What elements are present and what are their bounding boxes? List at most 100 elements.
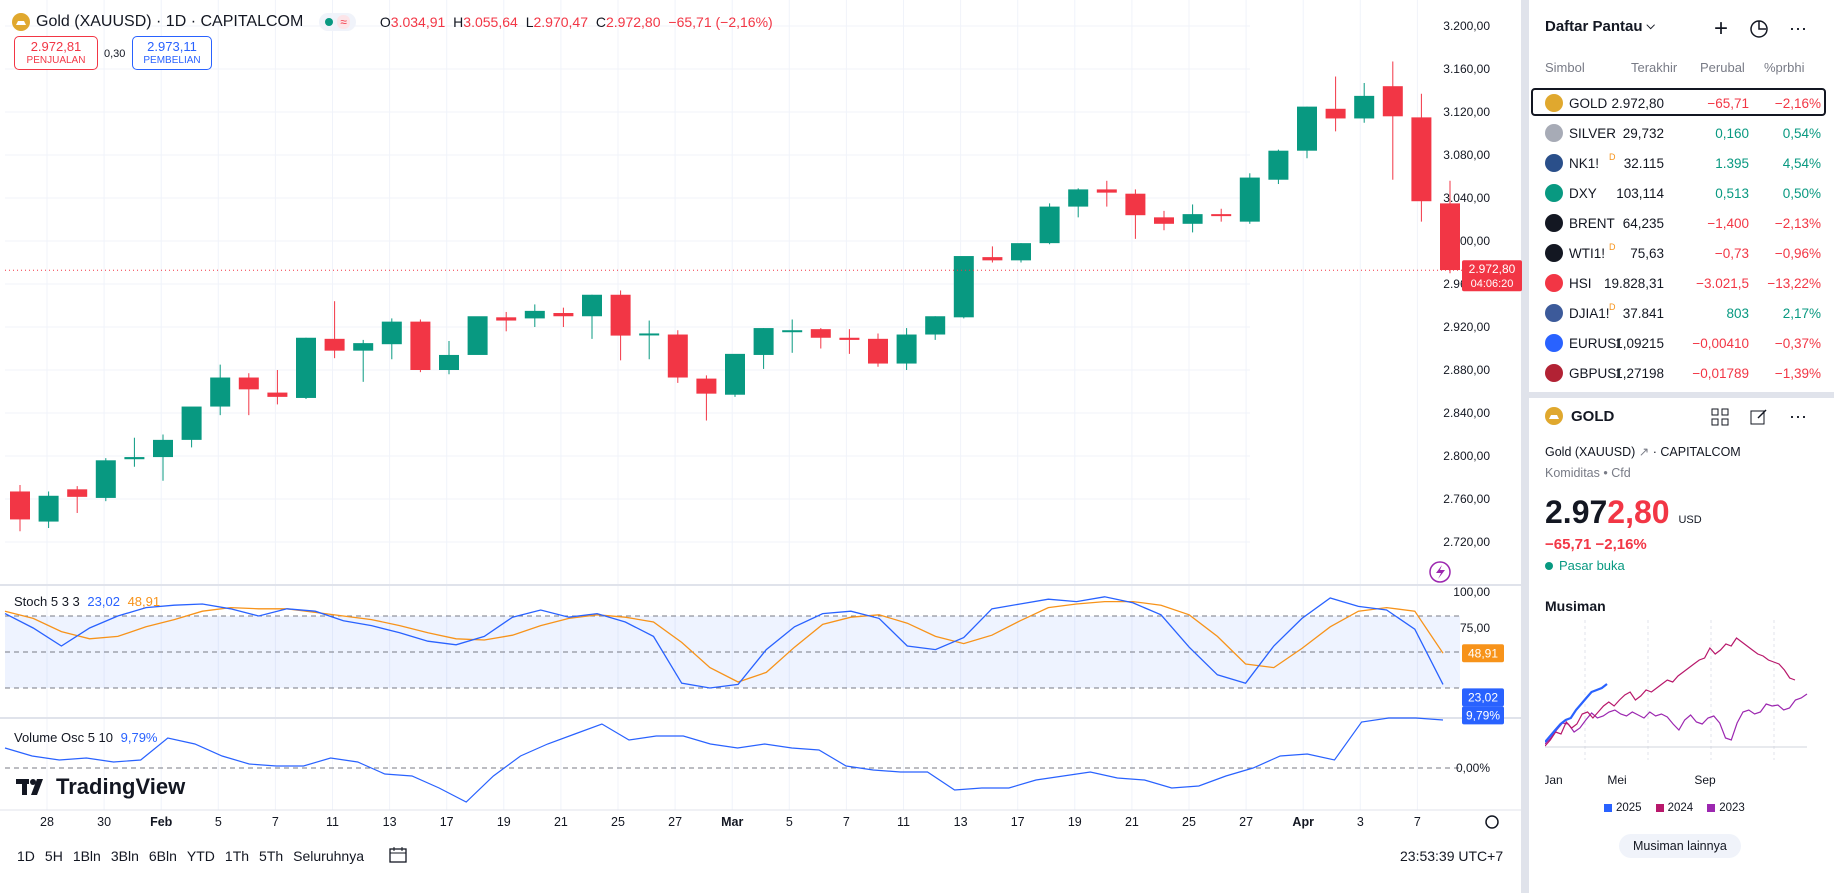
col-percent[interactable]: %prbhi xyxy=(1764,60,1805,75)
details-symbol[interactable]: GOLD xyxy=(1545,407,1614,425)
delayed-flag: D xyxy=(1609,242,1616,252)
timeframe-6bln[interactable]: 6Bln xyxy=(148,848,177,864)
grid-icon[interactable] xyxy=(1708,405,1732,429)
time-tick-label: 5 xyxy=(215,815,222,829)
stoch-d-line xyxy=(4,600,1444,683)
col-last[interactable]: Terakhir xyxy=(1631,60,1678,75)
row-symbol: GOLD xyxy=(1569,95,1608,111)
volume-osc-title: Volume Osc 5 10 xyxy=(14,730,113,745)
col-change[interactable]: Perubal xyxy=(1700,60,1745,75)
seasonal-chart[interactable]: Jan Mei Sep xyxy=(1545,620,1815,790)
row-change: −65,71 xyxy=(1707,95,1749,111)
timeframe-seluruhnya[interactable]: Seluruhnya xyxy=(293,848,364,864)
add-symbol-icon[interactable]: + xyxy=(1713,15,1728,42)
symbol-header[interactable]: Gold (XAUUSD) · 1D · CAPITALCOM ≈ O3.034… xyxy=(12,10,773,34)
gold-coin-icon xyxy=(1545,407,1563,425)
candle-body xyxy=(639,333,660,336)
time-tick-label: 7 xyxy=(1414,815,1421,829)
candle-body xyxy=(610,294,631,336)
volume-osc-legend[interactable]: Volume Osc 5 10 9,79% xyxy=(14,730,158,745)
tradingview-logo[interactable]: TradingView xyxy=(16,774,185,800)
candle-body xyxy=(410,321,431,370)
row-change: −0,01789 xyxy=(1692,365,1749,381)
timeframe-3bln[interactable]: 3Bln xyxy=(110,848,139,864)
watchlist-header[interactable]: Daftar Pantau ⌵ xyxy=(1545,18,1655,35)
price-tick-label: 3.160,00 xyxy=(1443,62,1490,76)
gbpusd-icon xyxy=(1545,364,1563,382)
stoch-tick-label: 100,00 xyxy=(1453,585,1490,599)
details-more-icon[interactable]: ⋯ xyxy=(1789,406,1807,427)
seasonal-2025-line xyxy=(1545,683,1608,743)
candle-body xyxy=(1182,214,1203,224)
price-tick-label: 3.200,00 xyxy=(1443,19,1490,33)
watchlist-row[interactable]: DXY 103,114 0,513 0,50% xyxy=(1529,178,1825,208)
more-options-icon[interactable]: ⋯ xyxy=(1789,18,1807,39)
sell-button[interactable]: 2.972,81 PENJUALAN xyxy=(14,36,98,70)
time-tick-label: 17 xyxy=(1011,815,1025,829)
candle-body xyxy=(667,334,688,378)
stoch-d-tag xyxy=(1462,644,1504,663)
legend-item-2023[interactable]: 2023 xyxy=(1707,802,1745,814)
edit-note-icon[interactable] xyxy=(1747,405,1771,429)
row-symbol: NK1! xyxy=(1569,155,1600,171)
row-symbol: EURUSD xyxy=(1569,335,1621,351)
watchlist-row[interactable]: GOLD 2.972,80 −65,71 −2,16% xyxy=(1529,88,1825,118)
more-seasonals-button[interactable]: Musiman lainnya xyxy=(1619,834,1741,858)
watchlist-row[interactable]: WTI1! D 75,63 −0,73 −0,96% xyxy=(1529,238,1825,268)
row-symbol: DJIA1! xyxy=(1569,305,1610,321)
watchlist-row[interactable]: GBPUSD 1,27198 −0,01789 −1,39% xyxy=(1529,358,1825,388)
timeframe-1bln[interactable]: 1Bln xyxy=(72,848,101,864)
candle-body xyxy=(553,313,574,317)
details-fullname[interactable]: Gold (XAUUSD) ↗ · CAPITALCOM xyxy=(1545,445,1741,459)
chart-canvas[interactable]: 3.200,00 3.160,00 3.120,00 3.080,00 3.040,00… xyxy=(0,0,1525,893)
row-last: 75,63 xyxy=(1630,245,1664,261)
row-percent: −0,96% xyxy=(1774,245,1821,261)
watchlist-row[interactable]: HSI 19.828,31 −3.021,5 −13,22% xyxy=(1529,268,1825,298)
details-change: −65,71 −2,16% xyxy=(1545,536,1647,553)
time-tick-label: Mar xyxy=(721,815,743,829)
seasonal-axis-label: Sep xyxy=(1694,773,1716,787)
panel-divider[interactable] xyxy=(1529,392,1834,398)
time-tick-label: 13 xyxy=(383,815,397,829)
external-link-icon[interactable]: ↗ xyxy=(1638,445,1650,459)
timeframe-5h[interactable]: 5H xyxy=(44,848,63,864)
utc-clock[interactable]: 23:53:39 UTC+7 xyxy=(1400,848,1504,864)
col-symbol[interactable]: Simbol xyxy=(1545,60,1585,75)
candle-body xyxy=(95,460,116,498)
ohlc-values: O3.034,91 H3.055,64 L2.970,47 C2.972,80 … xyxy=(379,14,773,30)
row-symbol: WTI1! xyxy=(1569,245,1605,261)
market-status: Pasar buka xyxy=(1545,558,1625,573)
watchlist-row[interactable]: SILVER 29,732 0,160 0,54% xyxy=(1529,118,1825,148)
calendar-range-icon[interactable] xyxy=(383,842,413,871)
market-status-pill[interactable]: ≈ xyxy=(319,13,356,31)
right-panel xyxy=(1529,0,1834,893)
stoch-k-value: 23,02 xyxy=(87,594,120,609)
symbol-title[interactable]: Gold (XAUUSD) · 1D · CAPITALCOM xyxy=(36,13,304,30)
watchlist-row[interactable]: EURUSD 1,09215 −0,00410 −0,37% xyxy=(1529,328,1825,358)
hsi-icon xyxy=(1545,274,1563,292)
stoch-legend[interactable]: Stoch 5 3 3 23,02 48,91 xyxy=(14,594,160,609)
time-tick-label: 7 xyxy=(272,815,279,829)
candle-body xyxy=(1297,106,1317,151)
timeframe-1d[interactable]: 1D xyxy=(17,848,35,864)
advanced-view-icon[interactable] xyxy=(1747,17,1771,41)
watchlist-row[interactable]: DJIA1! D 37.841 803 2,17% xyxy=(1529,298,1825,328)
watchlist-row[interactable]: BRENT 64,235 −1,400 −2,13% xyxy=(1529,208,1825,238)
timeframe-ytd[interactable]: YTD xyxy=(186,848,215,864)
time-tick-label: 11 xyxy=(326,815,339,829)
candle-body xyxy=(124,457,145,460)
timeframe-1th[interactable]: 1Th xyxy=(224,848,250,864)
buy-button[interactable]: 2.973,11 PEMBELIAN xyxy=(132,36,212,70)
watchlist-row[interactable]: NK1! D 32.115 1.395 4,54% xyxy=(1529,148,1825,178)
watchlist-title[interactable]: Daftar Pantau xyxy=(1545,18,1643,35)
row-last: 32.115 xyxy=(1623,155,1664,171)
chevron-down-icon[interactable]: ⌵ xyxy=(1646,20,1655,32)
candle-body xyxy=(1154,217,1174,224)
legend-item-2025[interactable]: 2025 xyxy=(1604,802,1642,814)
legend-item-2024[interactable]: 2024 xyxy=(1655,802,1693,814)
candle-body xyxy=(1068,189,1089,207)
row-last: 19.828,31 xyxy=(1603,275,1664,291)
price-tick-label: 3.040,00 xyxy=(1443,191,1490,205)
stoch-k-tag-label: 23,02 xyxy=(1468,690,1498,704)
timeframe-5th[interactable]: 5Th xyxy=(259,848,284,864)
